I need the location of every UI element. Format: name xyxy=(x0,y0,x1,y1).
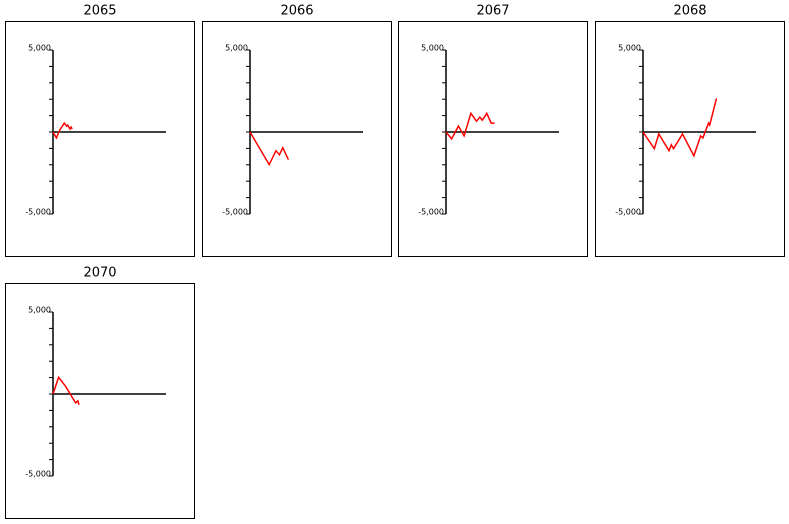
panel-frame xyxy=(5,21,195,257)
panel-title: 2067 xyxy=(476,4,509,19)
panel-title: 2065 xyxy=(83,4,116,19)
data-line xyxy=(52,121,73,140)
y-tick-label: 5,000 xyxy=(28,44,51,53)
data-line xyxy=(249,131,290,167)
y-tick-label: 5,000 xyxy=(618,44,641,53)
y-tick-label: -5,000 xyxy=(222,208,248,217)
panel-frame xyxy=(202,21,392,257)
y-tick-label: -5,000 xyxy=(615,208,641,217)
panel-title: 2068 xyxy=(673,4,706,19)
y-tick-label: 5,000 xyxy=(225,44,248,53)
data-line xyxy=(642,98,718,158)
y-tick-label: -5,000 xyxy=(25,470,51,479)
panel-title: 2066 xyxy=(280,4,313,19)
panel-frame xyxy=(5,283,195,519)
panel-frame xyxy=(398,21,588,257)
y-tick-label: -5,000 xyxy=(418,208,444,217)
data-line xyxy=(445,111,495,141)
y-tick-label: 5,000 xyxy=(28,306,51,315)
data-line xyxy=(52,375,80,406)
panel-frame xyxy=(595,21,785,257)
panel-title: 2070 xyxy=(83,266,116,281)
y-tick-label: -5,000 xyxy=(25,208,51,217)
y-tick-label: 5,000 xyxy=(421,44,444,53)
